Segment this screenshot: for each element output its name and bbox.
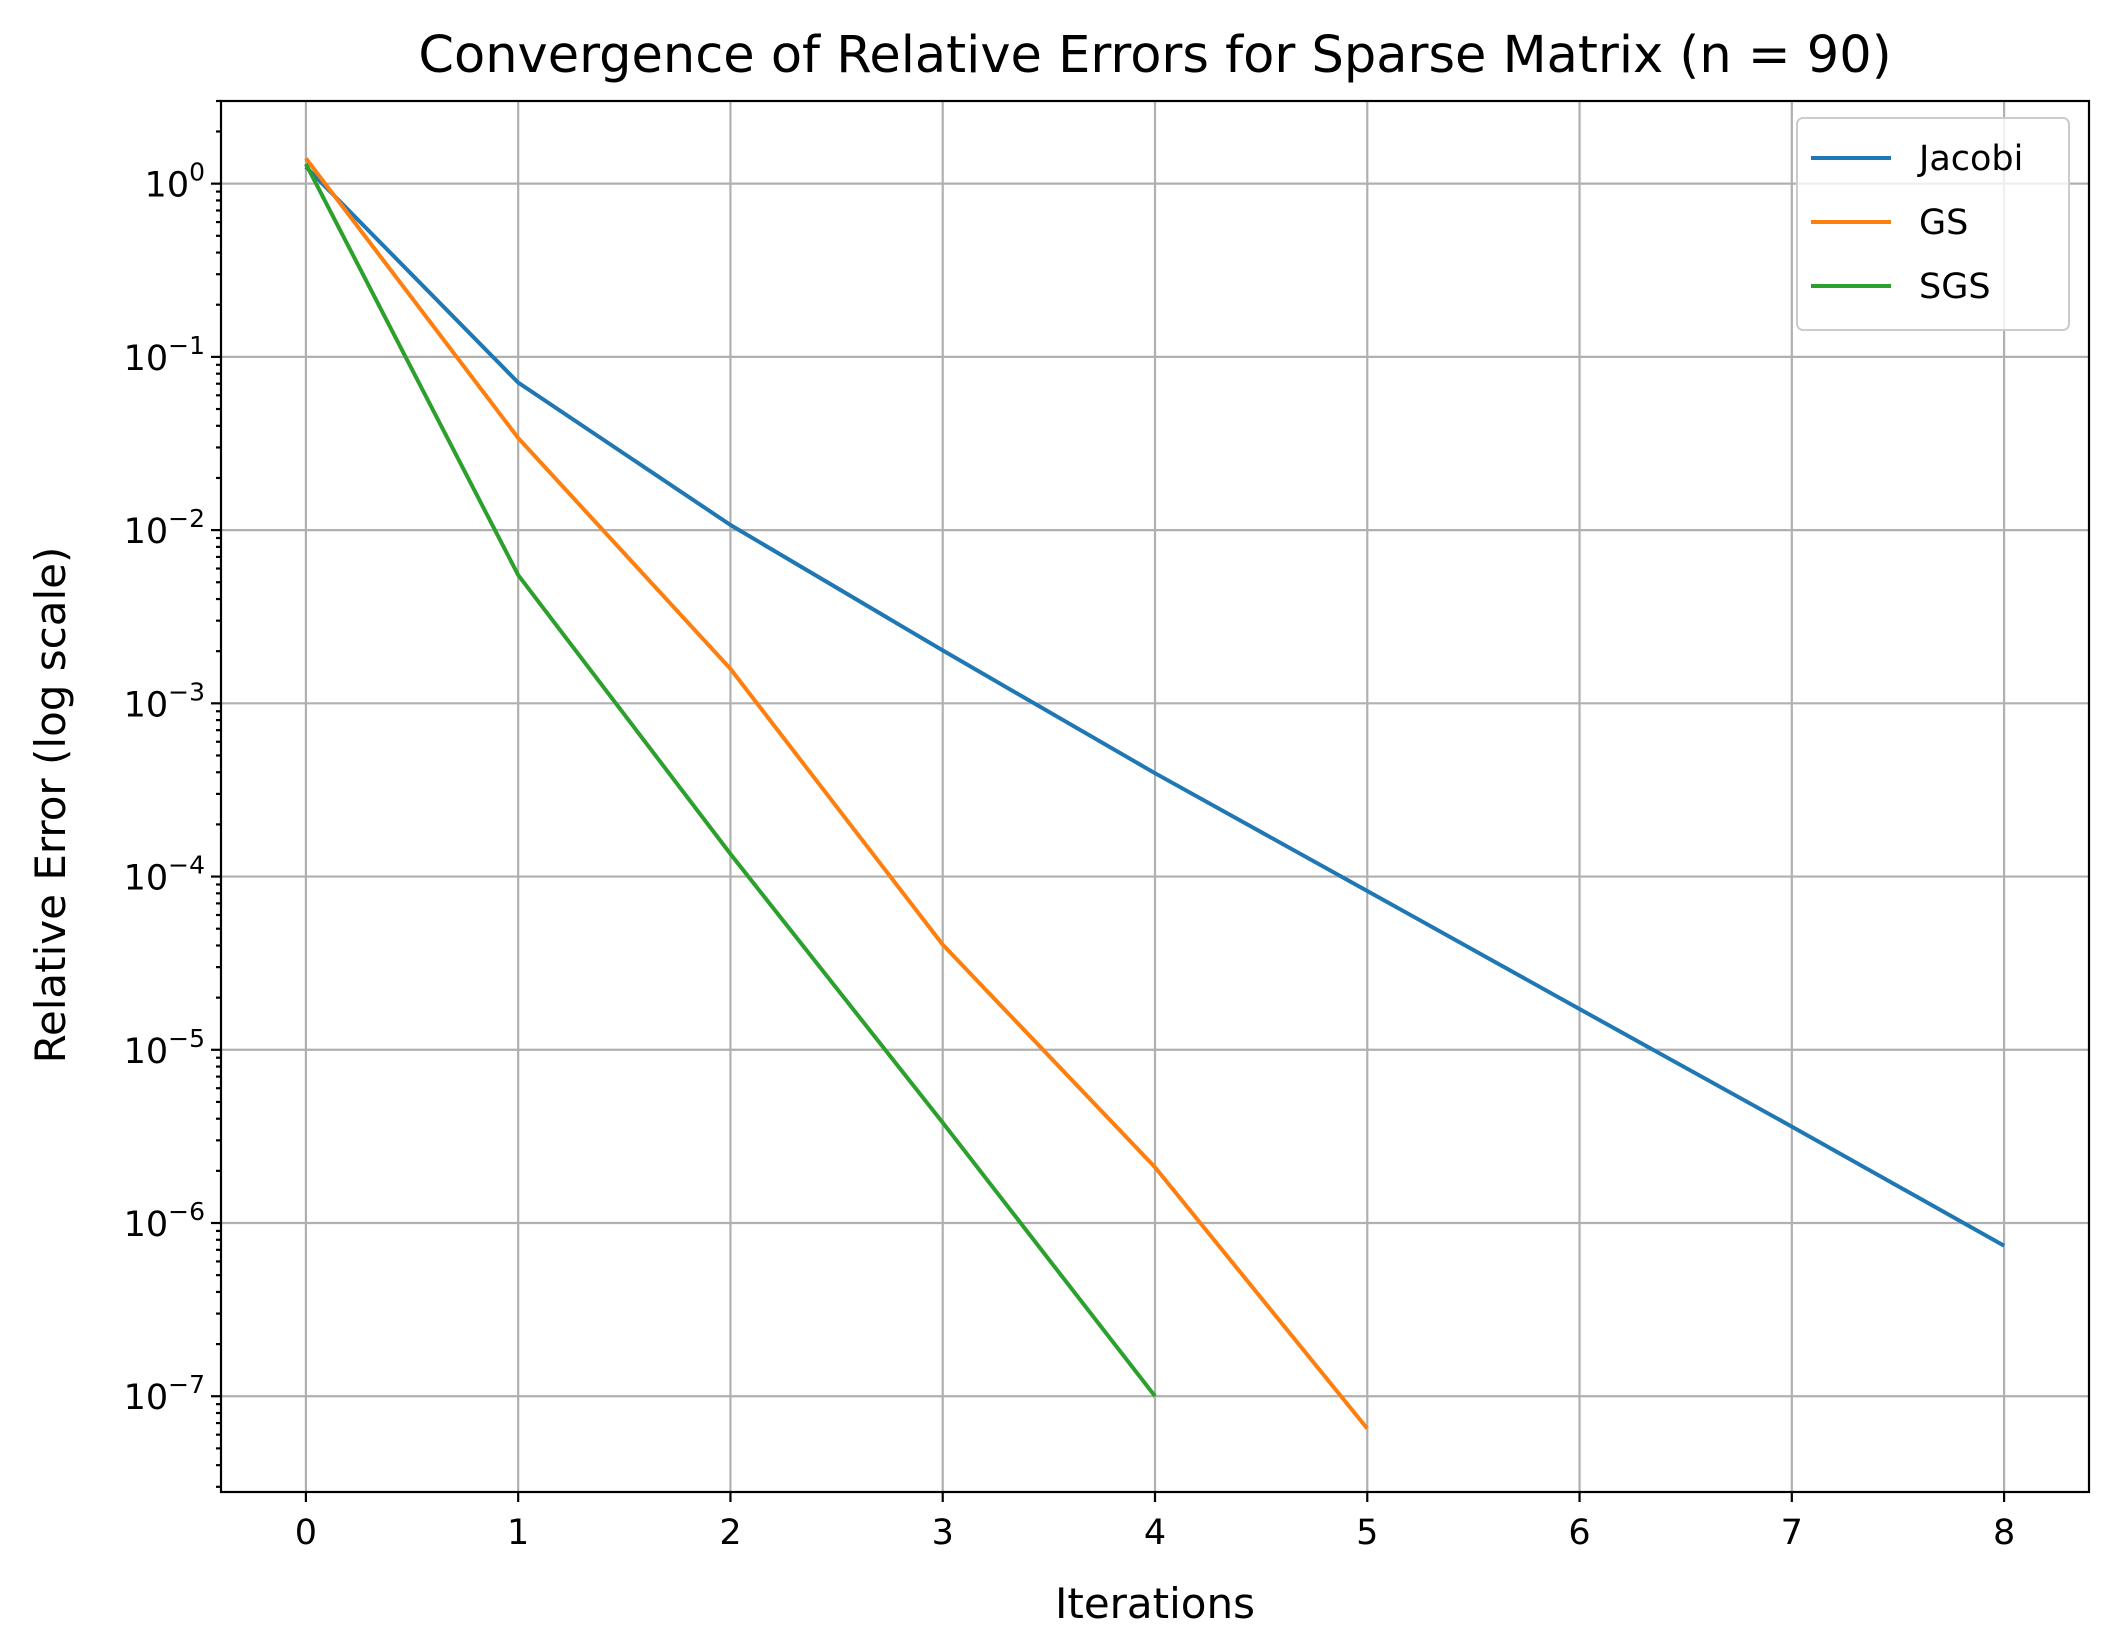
y-tick-label: 10−4 bbox=[124, 851, 205, 899]
y-tick-label: 10−2 bbox=[124, 504, 205, 552]
legend: Jacobi GS SGS bbox=[1796, 117, 2070, 331]
plot-lines bbox=[304, 157, 2006, 1430]
y-axis-label: Relative Error (log scale) bbox=[26, 547, 75, 1064]
y-tick-label: 10−6 bbox=[124, 1197, 205, 1245]
legend-label: SGS bbox=[1919, 267, 1991, 307]
chart-title: Convergence of Relative Errors for Spars… bbox=[418, 26, 1891, 85]
x-tick-label: 5 bbox=[1356, 1513, 1378, 1553]
series-line-jacobi bbox=[304, 165, 2006, 1248]
x-tick-label: 2 bbox=[719, 1513, 741, 1553]
x-tick-label: 4 bbox=[1144, 1513, 1166, 1553]
series-line-sgs bbox=[304, 162, 1157, 1398]
grid bbox=[221, 101, 2089, 1492]
x-tick-label: 0 bbox=[295, 1513, 317, 1553]
y-tick-label: 10−1 bbox=[124, 331, 205, 379]
x-axis-label: Iterations bbox=[1055, 1579, 1255, 1628]
y-tick-label: 100 bbox=[145, 158, 205, 206]
x-tick-label: 1 bbox=[507, 1513, 529, 1553]
x-tick-label: 3 bbox=[932, 1513, 954, 1553]
y-tick-label: 10−5 bbox=[124, 1024, 205, 1072]
legend-label: Jacobi bbox=[1917, 139, 2023, 179]
x-tick-label: 8 bbox=[1993, 1513, 2015, 1553]
x-tick-label: 7 bbox=[1781, 1513, 1803, 1553]
x-tick-label: 6 bbox=[1568, 1513, 1590, 1553]
y-tick-label: 10−7 bbox=[124, 1370, 205, 1418]
axis-ticks: 0 1 2 3 4 5 6 7 8 100 10−1 10−2 10−3 10−4 10−5 10−6 10−7 bbox=[124, 99, 2015, 1553]
legend-label: GS bbox=[1919, 203, 1968, 243]
series-line-gs bbox=[304, 157, 1369, 1430]
y-tick-label: 10−3 bbox=[124, 677, 205, 725]
legend-box bbox=[1796, 117, 2070, 331]
